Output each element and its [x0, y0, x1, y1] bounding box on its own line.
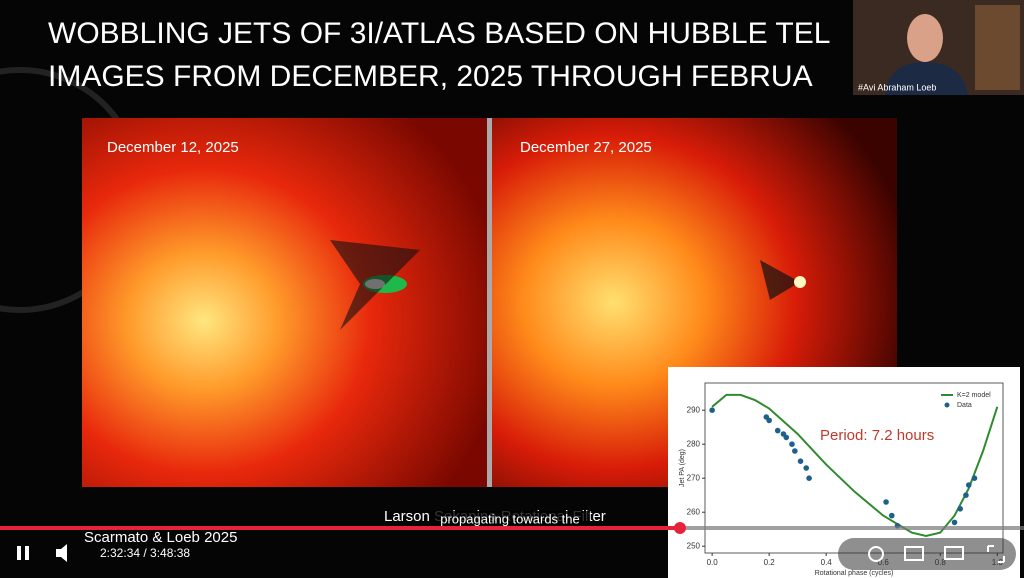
legend-label: K=2 model [957, 392, 991, 399]
y-tick-label: 290 [687, 405, 701, 414]
divider [487, 118, 492, 487]
subtitle: propagating towards the [440, 511, 579, 526]
data-point [797, 458, 804, 465]
slide-title: IMAGES FROM DECEMBER, 2025 THROUGH FEBRU… [48, 60, 813, 93]
data-point [803, 465, 810, 471]
slide-title: WOBBLING JETS OF 3I/ATLAS BASED ON HUBBL… [48, 17, 830, 50]
data-point [774, 427, 781, 434]
x-tick-label: 0.2 [764, 558, 776, 567]
data-point [709, 407, 715, 414]
x-tick-label: 0.4 [821, 558, 833, 567]
cast-button[interactable] [944, 546, 964, 560]
data-point [965, 482, 972, 488]
pause-button[interactable] [17, 546, 29, 560]
x-tick-label: 0.0 [707, 558, 719, 567]
model-curve [711, 393, 999, 538]
y-tick-label: 250 [687, 541, 701, 550]
webcam-name: #Avi Abraham Loeb [858, 82, 936, 92]
image-detail [760, 260, 800, 300]
slide-credit: Scarmato & Loeb 2025 [84, 529, 237, 546]
settings-button[interactable] [868, 546, 884, 562]
x-axis-label: Rotational phase (cycles) [815, 570, 894, 577]
y-axis-label: Jet PA (deg) [679, 449, 686, 487]
annotation: Period: 7.2 hours [820, 427, 934, 444]
legend-swatch [944, 402, 950, 408]
subtitle-bg [430, 511, 590, 529]
webcam-bg [975, 5, 1020, 90]
legend-label: Data [957, 402, 972, 409]
data-point [783, 434, 790, 441]
data-point [766, 417, 772, 424]
webcam-face [907, 14, 943, 62]
data-point [789, 441, 795, 448]
hubble-image [82, 118, 487, 487]
plot: 2502602702802900.00.20.40.60.81.0Rotatio… [679, 382, 1003, 577]
progress-played[interactable] [0, 526, 680, 530]
webcam-body [885, 62, 968, 95]
data-point [951, 519, 958, 526]
image-detail [794, 276, 806, 288]
y-tick-label: 270 [687, 473, 701, 482]
controls-bg [838, 538, 1016, 570]
volume-button[interactable] [56, 544, 67, 562]
fullscreen-button[interactable] [987, 545, 1005, 563]
data-point [971, 475, 978, 482]
miniplayer-button[interactable] [904, 546, 924, 561]
data-point [888, 512, 895, 519]
image-label: December 27, 2025 [520, 139, 652, 156]
data-point [883, 499, 889, 505]
y-tick-label: 260 [687, 507, 701, 516]
image-detail [330, 240, 420, 330]
data-point [792, 448, 798, 454]
image-label: December 12, 2025 [107, 139, 239, 156]
progress-handle[interactable] [674, 522, 686, 534]
y-tick-label: 280 [687, 439, 701, 448]
time-display: 2:32:34 / 3:48:38 [100, 546, 190, 560]
data-point [963, 492, 969, 499]
data-point [806, 475, 812, 482]
data-point [957, 506, 964, 512]
